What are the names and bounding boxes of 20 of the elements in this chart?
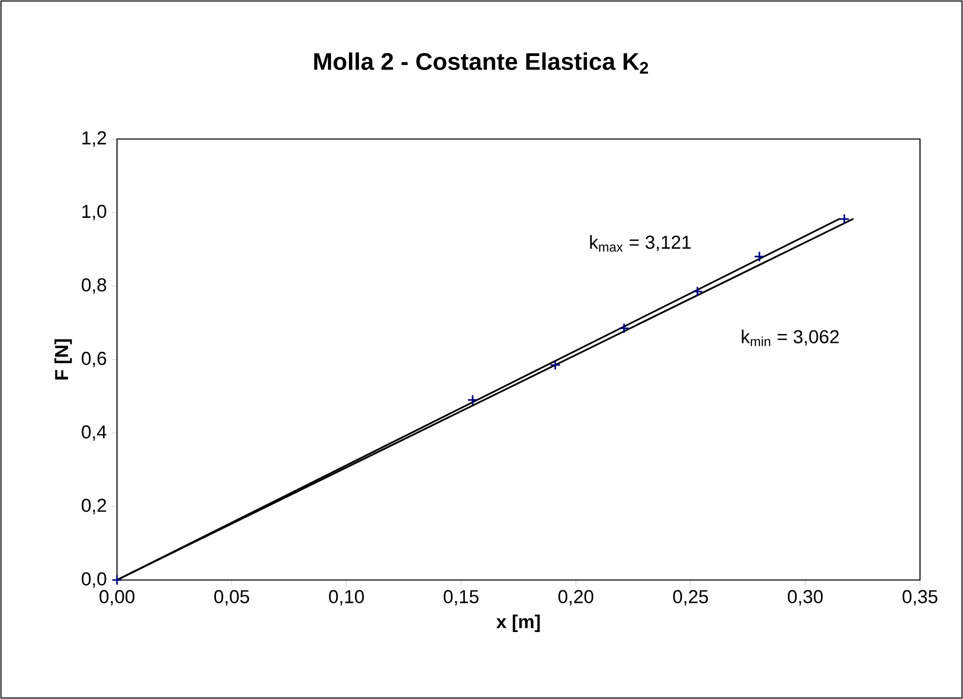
x-axis-title: x [m]	[496, 614, 540, 632]
x-tick-label: 0,05	[214, 590, 250, 606]
y-tick-label: 0,0	[82, 572, 106, 588]
series-label: k$_{max}$ = 3,121	[590, 235, 691, 252]
chart-title: Molla 2 - Costante Elastica K$_{2}$	[314, 52, 648, 74]
x-tick-label: 0,10	[329, 590, 364, 606]
y-tick-label: 0,4	[82, 425, 106, 441]
text: k$_{min}$ = 3,062	[742, 330, 839, 346]
x-tick-label: 0,20	[558, 590, 594, 606]
y-tick-label: 0,6	[82, 352, 106, 368]
x-tick-label: 0,35	[902, 590, 938, 606]
y-tick-label: 0,8	[82, 278, 106, 294]
y-tick-label: 1,0	[82, 204, 106, 220]
x-tick-label: 0,00	[100, 590, 134, 606]
y-tick-label: 0,2	[82, 498, 106, 514]
x-tick-label: 0,25	[673, 590, 708, 606]
y-axis-title: F [N]	[54, 339, 72, 380]
x-tick-label: 0,15	[444, 590, 479, 606]
y-tick-label: 1,2	[82, 131, 106, 147]
x-tick-label: 0,30	[788, 590, 823, 606]
